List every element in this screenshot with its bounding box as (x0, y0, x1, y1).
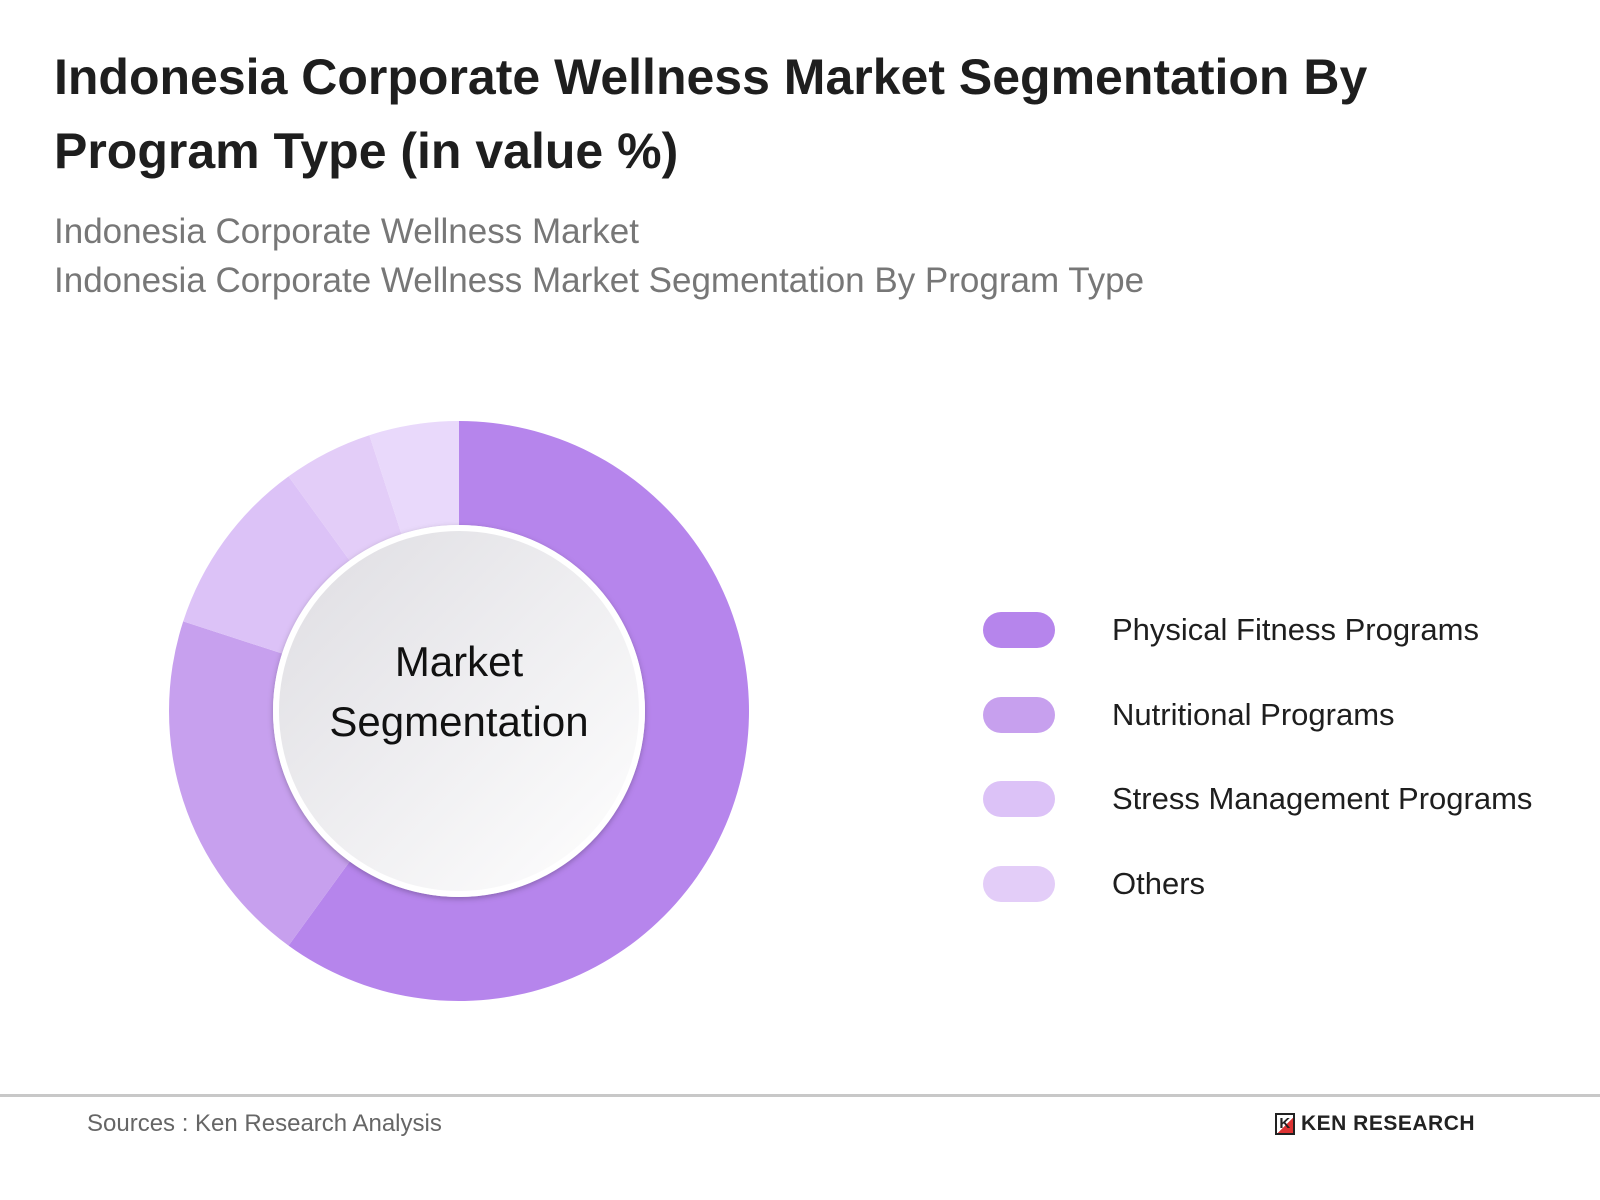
legend-item-stress-management[interactable]: Stress Management Programs (983, 757, 1532, 842)
subtitle-line-1: Indonesia Corporate Wellness Market (54, 212, 639, 251)
legend-swatch (983, 612, 1055, 649)
donut-slice-unlabeled[interactable] (369, 421, 459, 535)
legend-item-others[interactable]: Others (983, 842, 1532, 927)
legend-swatch (983, 781, 1055, 818)
legend-label: Physical Fitness Programs (1112, 612, 1479, 648)
donut-slice-others[interactable] (288, 435, 402, 561)
legend-label: Stress Management Programs (1112, 781, 1533, 817)
ken-research-logo: K KEN RESEARCH (1275, 1112, 1475, 1136)
legend-label: Others (1112, 865, 1206, 901)
subtitle-line-2: Indonesia Corporate Wellness Market Segm… (54, 261, 1145, 300)
center-label-line-2: Segmentation (329, 698, 589, 745)
chart-title: Indonesia Corporate Wellness Market Segm… (54, 49, 1368, 179)
donut-chart (168, 421, 749, 1001)
footer-divider (0, 1094, 1600, 1097)
legend-item-physical-fitness[interactable]: Physical Fitness Programs (983, 588, 1532, 673)
center-label-line-1: Market (394, 638, 524, 685)
logo-text: KEN RESEARCH (1301, 1112, 1476, 1135)
legend-label: Nutritional Programs (1112, 696, 1395, 732)
legend-swatch (983, 696, 1055, 733)
sources-text: Sources : Ken Research Analysis (87, 1110, 442, 1137)
logo-k-icon: K (1275, 1113, 1295, 1135)
legend-swatch (983, 865, 1055, 902)
legend: Physical Fitness Programs Nutritional Pr… (983, 588, 1532, 926)
center-label: Market Segmentation (279, 632, 639, 752)
donut-slice-stress-management-programs[interactable] (183, 476, 350, 654)
legend-item-nutritional[interactable]: Nutritional Programs (983, 673, 1532, 758)
donut-center (279, 531, 639, 891)
donut-slice-physical-fitness-programs[interactable] (288, 421, 749, 1001)
donut-slice-nutritional-programs[interactable] (168, 621, 350, 946)
